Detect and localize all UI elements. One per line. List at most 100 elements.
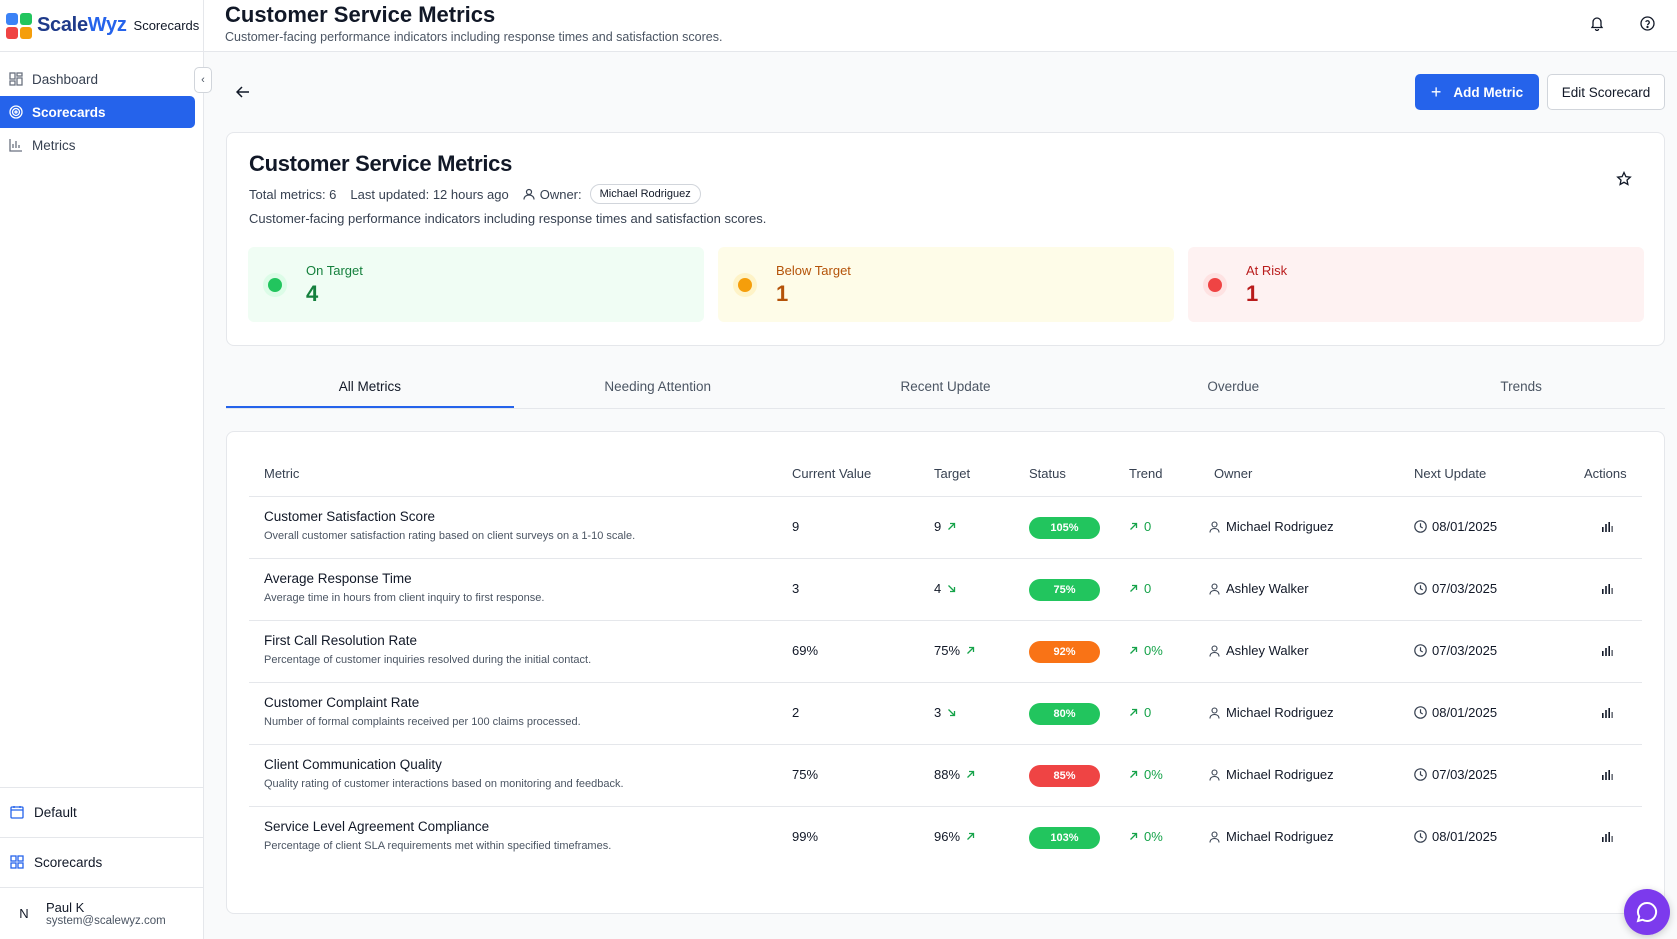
sidebar-item-scorecards[interactable]: Scorecards (0, 96, 195, 128)
status-badge: 80% (1029, 703, 1100, 725)
tab-recent-update[interactable]: Recent Update (900, 379, 991, 394)
owner-cell: Michael Rodriguez (1209, 767, 1334, 782)
trend-value: 0% (1129, 767, 1163, 782)
table-row[interactable]: Client Communication Quality Quality rat… (249, 745, 1642, 807)
stat-below-target[interactable]: Below Target 1 (718, 247, 1174, 322)
metric-description: Quality rating of customer interactions … (264, 778, 624, 790)
metric-name[interactable]: Average Response Time (264, 571, 412, 586)
owner-label: Owner: (539, 186, 582, 202)
owner-name: Michael Rodriguez (1226, 829, 1334, 844)
sidebar-item-dashboard[interactable]: Dashboard (0, 63, 195, 95)
sidebar-item-label: Dashboard (32, 71, 99, 87)
status-dot-icon (263, 273, 287, 297)
status-dot-icon (733, 273, 757, 297)
owner-badge: Michael Rodriguez (589, 184, 701, 204)
trend-value: 0 (1129, 705, 1151, 720)
trend-text: 0% (1144, 829, 1163, 844)
table-row[interactable]: Customer Complaint Rate Number of formal… (249, 683, 1642, 745)
metric-name[interactable]: Client Communication Quality (264, 757, 442, 772)
metric-name[interactable]: Customer Satisfaction Score (264, 509, 436, 524)
user-icon (1209, 768, 1220, 781)
target-value: 75% (934, 643, 975, 658)
owner-cell: Michael Rodriguez (1209, 829, 1334, 844)
col-target: Target (934, 466, 971, 481)
workspace-selector[interactable]: Default (0, 787, 204, 837)
arrow-up-right-icon (966, 832, 975, 841)
stat-label: Below Target (776, 263, 851, 278)
add-metric-button[interactable]: + Add Metric (1415, 74, 1539, 110)
table-header: Metric Current Value Target Status Trend… (249, 432, 1642, 497)
star-icon[interactable] (1616, 170, 1634, 189)
scorecards-section[interactable]: Scorecards (0, 837, 204, 887)
target-value: 3 (934, 705, 956, 720)
next-update-date: 07/03/2025 (1432, 767, 1498, 782)
owner-name: Ashley Walker (1226, 581, 1309, 596)
chart-action-icon[interactable] (1601, 706, 1617, 722)
edit-scorecard-button[interactable]: Edit Scorecard (1547, 74, 1665, 110)
tab-overdue[interactable]: Overdue (1207, 379, 1260, 394)
bell-icon[interactable] (1588, 14, 1606, 32)
tab-trends[interactable]: Trends (1500, 379, 1542, 394)
metric-name[interactable]: Service Level Agreement Compliance (264, 819, 490, 834)
chat-button[interactable] (1624, 889, 1670, 935)
col-current-value: Current Value (792, 466, 872, 481)
col-owner: Owner (1214, 466, 1253, 481)
scorecard-title: Customer Service Metrics (249, 151, 513, 176)
stat-at-risk[interactable]: At Risk 1 (1188, 247, 1644, 322)
avatar: N (19, 906, 29, 921)
table-row[interactable]: Service Level Agreement Compliance Perce… (249, 807, 1642, 869)
sidebar-item-label: Metrics (32, 137, 76, 153)
target-icon (8, 105, 23, 120)
owner-cell: Ashley Walker (1209, 581, 1309, 596)
target-text: 3 (934, 705, 942, 720)
target-value: 4 (934, 581, 956, 596)
metric-name[interactable]: First Call Resolution Rate (264, 633, 418, 648)
table-row[interactable]: Average Response Time Average time in ho… (249, 559, 1642, 621)
owner-name: Michael Rodriguez (1226, 767, 1334, 782)
stat-label: At Risk (1246, 263, 1288, 278)
col-actions: Actions (1584, 466, 1627, 481)
tab-needing-attention[interactable]: Needing Attention (604, 379, 711, 394)
chart-action-icon[interactable] (1601, 768, 1617, 784)
chart-action-icon[interactable] (1601, 830, 1617, 846)
next-update-date: 07/03/2025 (1432, 581, 1498, 596)
stat-on-target[interactable]: On Target 4 (248, 247, 704, 322)
next-update-date: 08/01/2025 (1432, 705, 1498, 720)
metric-description: Average time in hours from client inquir… (264, 592, 545, 604)
current-value: 3 (792, 581, 800, 596)
status-badge: 92% (1029, 641, 1100, 663)
chart-action-icon[interactable] (1601, 520, 1617, 536)
metric-name[interactable]: Customer Complaint Rate (264, 695, 420, 710)
bar-chart-icon (8, 138, 23, 153)
help-icon[interactable] (1638, 14, 1656, 32)
chart-action-icon[interactable] (1601, 644, 1617, 660)
workspace-label: Default (34, 805, 77, 820)
sidebar-item-metrics[interactable]: Metrics (0, 129, 195, 161)
table-row[interactable]: First Call Resolution Rate Percentage of… (249, 621, 1642, 683)
target-text: 88% (934, 767, 961, 782)
arrow-up-right-icon (947, 522, 956, 531)
collapse-sidebar-button[interactable]: ‹ (194, 67, 212, 93)
user-profile[interactable]: N Paul K system@scalewyz.com (0, 887, 204, 939)
table-row[interactable]: Customer Satisfaction Score Overall cust… (249, 497, 1642, 559)
arrow-up-right-icon (966, 646, 975, 655)
col-status: Status (1029, 466, 1066, 481)
next-update-date: 08/01/2025 (1432, 519, 1498, 534)
target-value: 9 (934, 519, 956, 534)
arrow-up-right-icon (1129, 832, 1138, 841)
user-icon (1209, 644, 1220, 657)
metric-description: Overall customer satisfaction rating bas… (264, 530, 636, 542)
target-text: 75% (934, 643, 961, 658)
tab-all-metrics[interactable]: All Metrics (226, 370, 514, 408)
brand[interactable]: ScaleWyz Scorecards (0, 0, 203, 52)
user-icon (1209, 520, 1220, 533)
clock-icon (1414, 582, 1427, 595)
metrics-table: Metric Current Value Target Status Trend… (226, 431, 1665, 914)
chat-icon (1636, 901, 1658, 923)
stat-label: On Target (306, 263, 363, 278)
chart-action-icon[interactable] (1601, 582, 1617, 598)
current-value: 9 (792, 519, 800, 534)
back-button[interactable] (234, 83, 252, 101)
metric-description: Number of formal complaints received per… (264, 716, 581, 728)
scorecard-summary: Customer Service Metrics Total metrics: … (226, 132, 1665, 346)
